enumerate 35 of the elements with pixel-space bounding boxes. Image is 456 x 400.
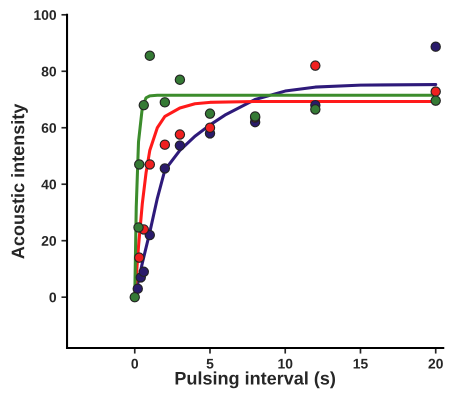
x-tick-label: 15 (354, 358, 368, 369)
x-tick-label: 10 (278, 358, 292, 369)
y-axis-title: Acoustic intensity (11, 104, 28, 259)
y-tick-label: 0 (49, 292, 56, 302)
y-tick-label: 100 (34, 10, 56, 20)
y-tick-label: 80 (42, 66, 56, 76)
point (430, 41, 441, 52)
y-tick-label: 40 (41, 180, 56, 190)
point (133, 222, 144, 233)
point (310, 104, 321, 115)
point (160, 163, 170, 174)
point (134, 159, 144, 170)
y-tick-label: 20 (42, 236, 56, 246)
point (174, 129, 186, 140)
point (138, 100, 149, 110)
point (130, 292, 140, 302)
point (134, 252, 144, 263)
point (174, 74, 186, 85)
x-tick-label: 5 (206, 358, 214, 369)
point (204, 122, 216, 133)
y-tick-label: 60 (42, 123, 56, 133)
point (138, 266, 149, 277)
point (144, 159, 156, 170)
point (430, 86, 441, 97)
point (204, 108, 216, 119)
point (430, 95, 441, 106)
point (144, 50, 156, 61)
point (174, 140, 186, 151)
point (160, 97, 170, 108)
point (132, 283, 143, 294)
x-axis-title: Pulsing interval (s) (176, 371, 336, 388)
point (160, 139, 170, 150)
point (310, 60, 321, 71)
x-tick-label: 0 (131, 358, 138, 369)
x-tick-label: 20 (428, 358, 443, 369)
